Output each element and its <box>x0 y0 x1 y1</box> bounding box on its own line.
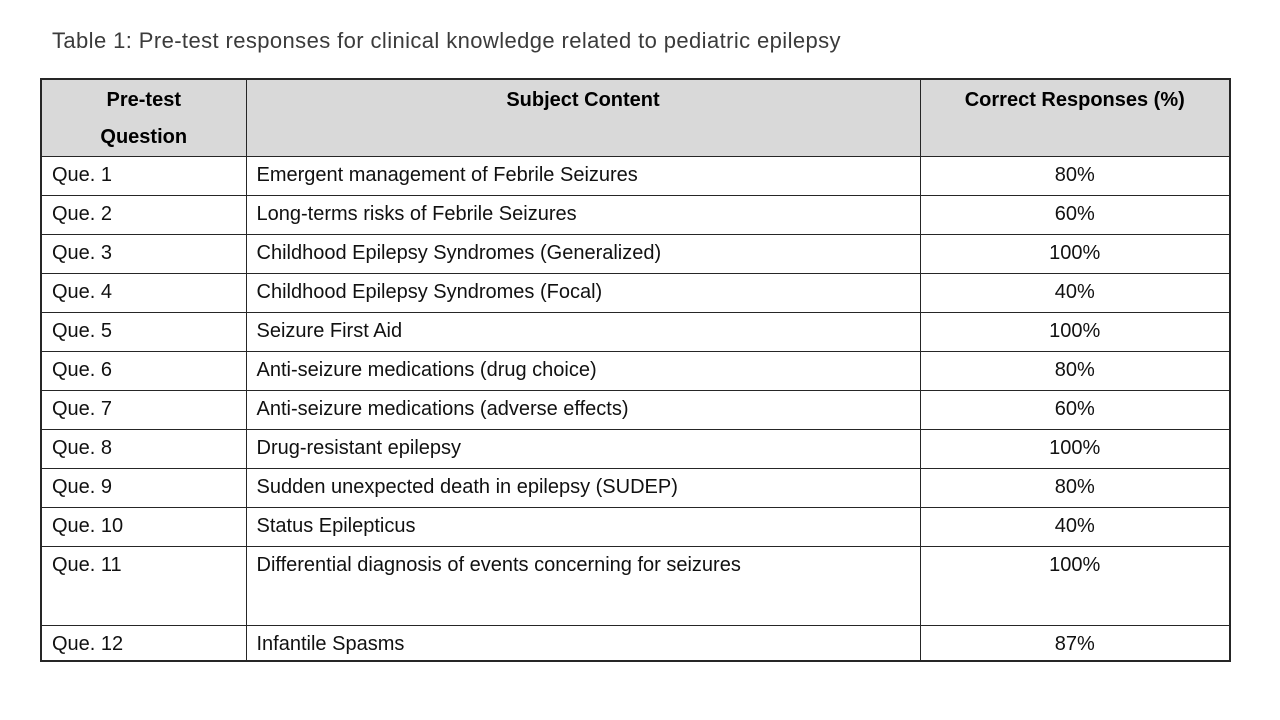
subject-content-cell: Seizure First Aid <box>245 312 921 352</box>
question-cell: Que. 9 <box>40 468 247 508</box>
question-cell: Que. 6 <box>40 351 247 391</box>
correct-response-cell: 80% <box>919 351 1231 391</box>
correct-response-cell: 80% <box>919 468 1231 508</box>
table-row: Que. 12 Infantile Spasms 87% <box>40 625 1231 662</box>
subject-content-cell: Differential diagnosis of events concern… <box>245 546 921 626</box>
subject-content-cell: Sudden unexpected death in epilepsy (SUD… <box>245 468 921 508</box>
pretest-results-table: Pre-test Question Subject Content Correc… <box>40 78 1231 662</box>
table-row: Que. 6 Anti-seizure medications (drug ch… <box>40 351 1231 391</box>
table-row: Que. 8 Drug-resistant epilepsy 100% <box>40 429 1231 469</box>
question-cell: Que. 8 <box>40 429 247 469</box>
subject-content-cell: Childhood Epilepsy Syndromes (Focal) <box>245 273 921 313</box>
correct-response-cell: 100% <box>919 234 1231 274</box>
table-row: Que. 2 Long-terms risks of Febrile Seizu… <box>40 195 1231 235</box>
question-cell: Que. 12 <box>40 625 247 662</box>
table-row: Que. 3 Childhood Epilepsy Syndromes (Gen… <box>40 234 1231 274</box>
subject-content-cell: Anti-seizure medications (adverse effect… <box>245 390 921 430</box>
question-cell: Que. 11 <box>40 546 247 626</box>
table-row: Que. 1 Emergent management of Febrile Se… <box>40 156 1231 196</box>
table-row: Que. 10 Status Epilepticus 40% <box>40 507 1231 547</box>
column-header-pretest-question-label: Pre-test Question <box>100 89 188 148</box>
correct-response-cell: 80% <box>919 156 1231 196</box>
question-cell: Que. 4 <box>40 273 247 313</box>
correct-response-cell: 100% <box>919 429 1231 469</box>
correct-response-cell: 100% <box>919 312 1231 352</box>
table-row: Que. 5 Seizure First Aid 100% <box>40 312 1231 352</box>
subject-content-cell: Anti-seizure medications (drug choice) <box>245 351 921 391</box>
subject-content-cell: Childhood Epilepsy Syndromes (Generalize… <box>245 234 921 274</box>
subject-content-cell: Emergent management of Febrile Seizures <box>245 156 921 196</box>
correct-response-cell: 40% <box>919 507 1231 547</box>
question-cell: Que. 2 <box>40 195 247 235</box>
column-header-subject-content: Subject Content <box>245 78 921 157</box>
subject-content-cell: Drug-resistant epilepsy <box>245 429 921 469</box>
table-row: Que. 9 Sudden unexpected death in epilep… <box>40 468 1231 508</box>
question-cell: Que. 5 <box>40 312 247 352</box>
correct-response-cell: 40% <box>919 273 1231 313</box>
table-row: Que. 11 Differential diagnosis of events… <box>40 546 1231 626</box>
question-cell: Que. 1 <box>40 156 247 196</box>
subject-content-cell: Status Epilepticus <box>245 507 921 547</box>
correct-response-cell: 100% <box>919 546 1231 626</box>
question-cell: Que. 3 <box>40 234 247 274</box>
correct-response-cell: 60% <box>919 390 1231 430</box>
correct-response-cell: 60% <box>919 195 1231 235</box>
correct-response-cell: 87% <box>919 625 1231 662</box>
table-row: Que. 7 Anti-seizure medications (adverse… <box>40 390 1231 430</box>
subject-content-cell: Long-terms risks of Febrile Seizures <box>245 195 921 235</box>
header-row: Pre-test Question Subject Content Correc… <box>40 78 1231 157</box>
table-row: Que. 4 Childhood Epilepsy Syndromes (Foc… <box>40 273 1231 313</box>
column-header-correct-responses: Correct Responses (%) <box>919 78 1231 157</box>
subject-content-cell: Infantile Spasms <box>245 625 921 662</box>
column-header-pretest-question: Pre-test Question <box>40 78 247 157</box>
table-caption: Table 1: Pre-test responses for clinical… <box>52 28 841 53</box>
question-cell: Que. 10 <box>40 507 247 547</box>
question-cell: Que. 7 <box>40 390 247 430</box>
